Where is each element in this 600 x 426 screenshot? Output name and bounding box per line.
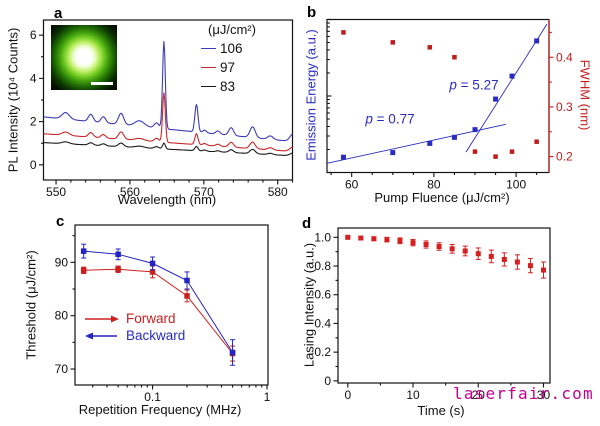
legend-label-backward: Backward [126,328,186,343]
panel-b-right-yaxis-title: FWHM (nm) [577,59,593,131]
panel-c-legend: Forward Backward [84,310,185,344]
panel-a-yaxis-title: PL Intensity (10⁴ Counts) [5,27,21,173]
legend-line-red [201,67,216,68]
svg-text:580: 580 [268,185,288,199]
legend-line-blue [201,48,216,49]
panel-d-yaxis-title: Lasing Intensity (a.u.) [301,242,317,368]
svg-text:10: 10 [406,388,420,402]
svg-text:60: 60 [345,178,359,192]
svg-text:80: 80 [55,309,69,323]
svg-text:560: 560 [120,185,140,199]
svg-text:0: 0 [30,158,37,172]
panel-a-xaxis-title: Wavelength (nm) [117,192,217,207]
svg-text:0.4: 0.4 [314,316,331,330]
panel-d-label: d [302,215,312,232]
legend-label-forward: Forward [126,311,176,326]
panel-b-xaxis-title: Pump Fluence (μJ/cm²) [374,190,510,205]
svg-text:6: 6 [30,28,37,42]
svg-text:550: 550 [46,185,66,199]
legend-label-97: 97 [220,60,236,75]
svg-text:80: 80 [427,178,441,192]
svg-text:20: 20 [472,388,486,402]
svg-text:2: 2 [30,115,37,129]
svg-text:0.3: 0.3 [556,100,573,114]
svg-text:0.4: 0.4 [556,50,573,64]
svg-text:1.0: 1.0 [314,230,331,244]
panel-a-legend: (μJ/cm²) 106 97 83 [186,22,278,96]
legend-units-header: (μJ/cm²) [208,22,256,37]
p-symbol: p [365,111,373,127]
p-value: = 0.77 [372,111,415,127]
svg-text:70: 70 [55,362,69,376]
legend-item-backward: Backward [84,327,185,344]
panel-c-xaxis-title: Repetition Frequency (MHz) [78,402,242,417]
svg-text:0.6: 0.6 [314,288,331,302]
legend-item-forward: Forward [84,310,185,327]
legend-item-83: 83 [186,77,278,96]
svg-text:570: 570 [194,185,214,199]
legend-item-97: 97 [186,58,278,77]
svg-text:100: 100 [506,178,526,192]
legend-label-83: 83 [220,79,236,94]
panel-b-left-yaxis-title: Emission Energy (a.u.) [303,29,319,161]
panel-a-label: a [54,5,63,22]
svg-text:0.8: 0.8 [314,259,331,273]
svg-text:0.1: 0.1 [144,390,161,404]
panel-c-label: c [56,213,65,230]
svg-text:4: 4 [30,71,37,85]
svg-text:30: 30 [537,388,551,402]
watermark-text: laserfair.com [453,384,594,403]
backward-arrow-icon [85,332,117,339]
emission-spot-inset-image [51,25,117,90]
forward-arrow-icon [85,315,119,322]
slope-annotation-below-threshold: p = 0.77 [365,112,414,127]
svg-text:0.2: 0.2 [314,345,331,359]
scale-bar [91,82,113,85]
slope-annotation-above-threshold: p = 5.27 [449,78,498,93]
panel-c-yaxis-title: Threshold (μJ/cm²) [23,250,39,360]
legend-label-106: 106 [220,41,243,56]
svg-text:1: 1 [264,390,271,404]
panel-b-label: b [307,4,317,21]
legend-line-black [201,86,216,87]
svg-text:90: 90 [55,255,69,269]
p-symbol: p [449,77,457,93]
legend-item-106: 106 [186,39,278,58]
svg-text:0: 0 [344,388,351,402]
svg-text:0: 0 [324,374,331,388]
svg-text:0.2: 0.2 [556,150,573,164]
panel-d-xaxis-title: Time (s) [417,403,465,418]
p-value: = 5.27 [456,77,499,93]
